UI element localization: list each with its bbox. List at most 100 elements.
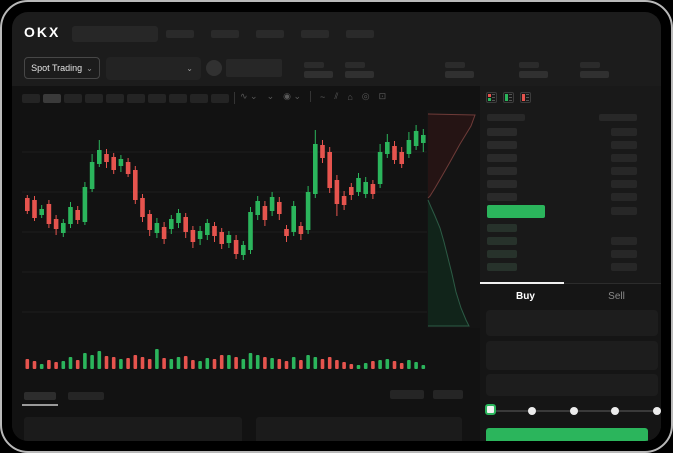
market-stat-placeholder [519,62,548,78]
interval-pill[interactable] [127,94,145,103]
slider-step-dot[interactable] [570,407,578,415]
compare-icon[interactable]: ◉ ⌄ [283,91,302,101]
icon-line [526,94,529,95]
ask-row[interactable] [480,167,661,175]
slider-step-dot[interactable] [611,407,619,415]
stat-label-placeholder [345,62,365,68]
market-type-dropdown[interactable]: Spot Trading ⌄ [24,57,100,79]
bid-row[interactable] [480,237,661,245]
chart-tools: ∿ ⌄ ⌄ ◉ ⌄ ~ ⫽ ⌂ ◎ ⊡ [240,90,386,103]
tab-sell[interactable]: Sell [608,290,625,302]
ask-row[interactable] [480,128,661,136]
icon-lines [526,94,529,101]
interval-pill[interactable] [211,94,229,103]
nav-item-placeholder[interactable] [301,30,329,38]
nav-item-placeholder[interactable] [211,30,239,38]
orderbook-price-header-placeholder [487,114,525,121]
interval-pill[interactable] [190,94,208,103]
orderbook-asks-icon[interactable] [520,92,531,103]
buy-submit-button[interactable] [486,428,648,441]
nav-item-placeholder[interactable] [256,30,284,38]
stat-label-placeholder [580,62,600,68]
bottom-right-control-placeholder[interactable] [390,390,424,399]
orderbook-view-switcher [486,92,531,103]
interval-pill[interactable] [169,94,187,103]
icon-line [509,94,512,95]
interval-pill[interactable] [22,94,40,103]
last-price-right-placeholder [611,207,637,215]
ask-row[interactable] [480,193,661,201]
ask-price-placeholder [487,180,517,188]
parallel-channel-icon[interactable]: ⫽ [334,91,339,101]
stat-value-placeholder [445,71,474,78]
bottom-right-control-placeholder[interactable] [433,390,463,399]
active-tab-indicator [480,282,564,284]
accent-bottom [488,98,491,101]
bid-price-placeholder [487,263,517,271]
candlestick-chart-area[interactable] [22,112,427,374]
orders-table-placeholder [24,417,242,441]
bid-amount-placeholder [611,250,637,258]
interval-pill[interactable] [85,94,103,103]
fullscreen-icon[interactable]: ⊡ [378,91,387,101]
icon-accent [505,94,508,101]
trade-input-1[interactable] [486,341,658,370]
accent-bar [522,94,525,101]
chart-style-icon[interactable]: ⌄ [266,91,275,101]
trade-input-2[interactable] [486,374,658,396]
screenshot-icon[interactable]: ⌂ [347,91,353,102]
tab-buy[interactable]: Buy [516,290,535,302]
market-stat-placeholder [445,62,474,78]
search-input[interactable] [72,26,158,42]
market-stat-placeholder [580,62,609,78]
ask-amount-placeholder [611,180,637,188]
ask-row[interactable] [480,141,661,149]
trade-input-0[interactable] [486,310,658,336]
interval-pill[interactable] [106,94,124,103]
nav-item-placeholder[interactable] [346,30,374,38]
chevron-down-icon: ⌄ [86,63,93,73]
icon-line [509,100,512,101]
bottom-tab-active-placeholder[interactable] [24,392,56,400]
bottom-tab-placeholder[interactable] [68,392,104,400]
bottom-tab-underline [22,404,58,406]
ask-row[interactable] [480,154,661,162]
bid-row[interactable] [480,263,661,271]
trendline-icon[interactable]: ~ [320,91,326,102]
bid-price-placeholder [487,224,517,232]
interval-pill[interactable] [64,94,82,103]
amount-slider-handle[interactable] [485,404,496,415]
orderbook-combined-icon[interactable] [486,92,497,103]
depth-chart[interactable] [427,112,480,328]
last-price-placeholder [226,59,282,77]
top-nav [166,30,374,38]
accent-top [488,94,491,97]
last-price-highlight[interactable] [487,205,545,218]
bid-price-placeholder [487,250,517,258]
interval-pill[interactable] [148,94,166,103]
chart-settings-icon[interactable]: ◎ [361,91,370,101]
market-stat-placeholder [304,62,333,78]
app-screen: OKX Spot Trading ⌄ ⌄ ∿ ⌄ ⌄ ◉ ⌄ ~ ⫽ ⌂ ◎ ⊡ [12,12,661,441]
bid-row[interactable] [480,224,661,232]
stat-label-placeholder [304,62,324,68]
slider-step-dot[interactable] [653,407,661,415]
icon-accent [522,94,525,101]
stat-value-placeholder [345,71,374,78]
indicators-icon[interactable]: ∿ ⌄ [240,91,258,101]
ask-row[interactable] [480,180,661,188]
slider-step-dot[interactable] [528,407,536,415]
okx-logo: OKX [24,24,61,40]
interval-pill[interactable] [43,94,61,103]
pair-selector-dropdown[interactable]: ⌄ [106,57,201,80]
stat-label-placeholder [519,62,539,68]
ask-amount-placeholder [611,193,637,201]
chevron-down-icon: ⌄ [186,64,193,73]
orderbook-bids-icon[interactable] [503,92,514,103]
market-stat-placeholder [345,62,374,78]
nav-item-placeholder[interactable] [166,30,194,38]
candlestick-chart[interactable] [22,112,427,374]
toolbar-divider [234,92,235,104]
token-icon [206,60,222,76]
bid-row[interactable] [480,250,661,258]
